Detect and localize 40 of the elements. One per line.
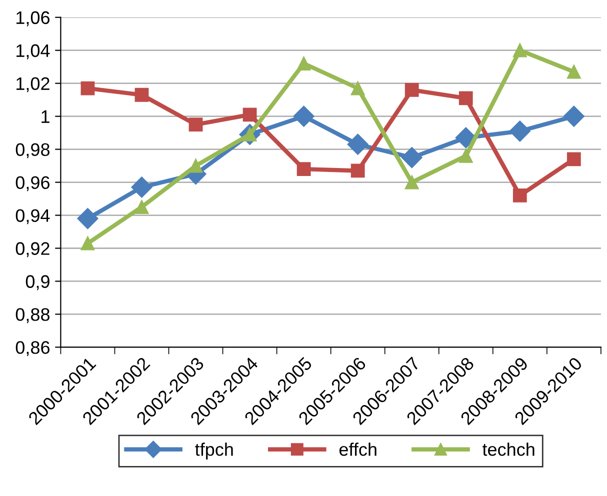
point [134, 88, 149, 102]
point [80, 81, 95, 96]
y-tick-label: 0,86 [16, 341, 50, 356]
point [242, 108, 257, 122]
legend-label: effch [339, 442, 376, 456]
y-tick-label: 1,02 [16, 77, 50, 92]
legend-label: techch [482, 442, 534, 456]
y-tick-label: 1,04 [16, 44, 50, 60]
point [134, 200, 149, 214]
point [566, 152, 581, 166]
point [509, 120, 530, 142]
point [188, 118, 203, 132]
point [401, 147, 422, 168]
point [77, 208, 98, 230]
point [458, 148, 473, 163]
point [404, 175, 419, 190]
point [131, 176, 152, 198]
point [296, 56, 311, 70]
y-tick-label: 0,94 [16, 209, 50, 224]
y-tick-label: 0,9 [26, 275, 50, 290]
point [188, 158, 203, 173]
point [350, 164, 365, 178]
point [563, 106, 584, 127]
point [512, 188, 527, 202]
y-tick-label: 0,92 [16, 242, 50, 258]
y-tick-label: 0,96 [16, 176, 50, 192]
point [293, 106, 314, 127]
y-tick-label: 0,88 [16, 308, 50, 324]
point [80, 236, 95, 250]
point [566, 64, 581, 79]
point [296, 162, 311, 176]
point [458, 91, 473, 106]
legend-label: tfpch [195, 442, 233, 460]
point [404, 82, 419, 97]
y-tick-label: 1 [42, 110, 50, 123]
point [347, 134, 368, 155]
y-tick-label: 0,98 [16, 143, 50, 158]
y-tick-label: 1,06 [16, 11, 50, 26]
point [512, 43, 527, 58]
point [350, 81, 365, 96]
